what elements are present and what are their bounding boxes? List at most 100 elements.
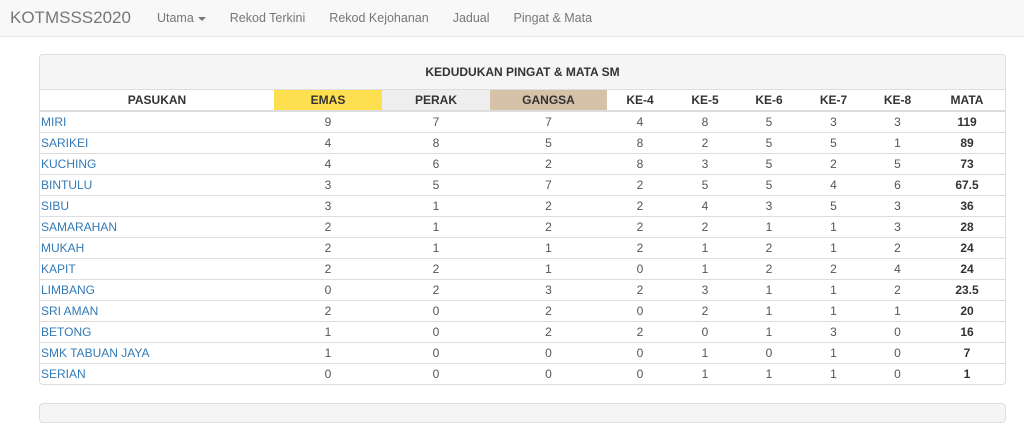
cell-ke-6: 1 (737, 278, 801, 300)
column-header-ke-8: KE-8 (866, 90, 929, 112)
nav-jadual[interactable]: Jadual (452, 11, 490, 25)
cell-gangsa: 2 (490, 152, 607, 174)
cell-ke-7: 1 (801, 299, 866, 321)
table-row: BINTULU 3 5 7 2 5 5 4 6 67.5 (40, 173, 1005, 195)
cell-ke-4: 0 (607, 257, 673, 279)
cell-ke-4: 2 (607, 194, 673, 216)
cell-ke-7: 1 (801, 278, 866, 300)
cell-perak: 0 (382, 320, 490, 342)
team-link[interactable]: SIBU (40, 194, 274, 216)
nav-utama-label: Utama (156, 11, 194, 25)
cell-mata: 119 (929, 110, 1005, 132)
team-link[interactable]: SERIAN (40, 362, 274, 384)
column-header-pasukan: PASUKAN (40, 90, 274, 112)
team-link[interactable]: SMK TABUAN JAYA (40, 341, 274, 363)
cell-perak: 2 (382, 278, 490, 300)
cell-ke-5: 1 (673, 236, 737, 258)
cell-mata: 7 (929, 341, 1005, 363)
team-link[interactable]: MIRI (40, 110, 274, 132)
cell-mata: 28 (929, 215, 1005, 237)
cell-gangsa: 7 (490, 110, 607, 132)
cell-ke-4: 8 (607, 152, 673, 174)
cell-ke-7: 1 (801, 341, 866, 363)
cell-emas: 2 (274, 215, 382, 237)
team-link[interactable]: KUCHING (40, 152, 274, 174)
table-row: SRI AMAN 2 0 2 0 2 1 1 1 20 (40, 299, 1005, 321)
team-link[interactable]: LIMBANG (40, 278, 274, 300)
cell-ke-4: 0 (607, 299, 673, 321)
cell-ke-5: 1 (673, 362, 737, 384)
cell-perak: 8 (382, 131, 490, 153)
table-row: SERIAN 0 0 0 0 1 1 1 0 1 (40, 362, 1005, 384)
header-row: PASUKAN EMAS PERAK GANGSA KE-4 KE-5 KE-6 KE-7 KE… (40, 90, 1005, 112)
team-link[interactable]: BETONG (40, 320, 274, 342)
cell-ke-6: 1 (737, 362, 801, 384)
cell-perak: 1 (382, 236, 490, 258)
team-link[interactable]: KAPIT (40, 257, 274, 279)
cell-mata: 89 (929, 131, 1005, 153)
column-header-mata: MATA (929, 90, 1005, 112)
cell-emas: 0 (274, 278, 382, 300)
column-header-emas: EMAS (274, 90, 382, 112)
cell-ke-4: 4 (607, 110, 673, 132)
cell-perak: 2 (382, 257, 490, 279)
cell-perak: 0 (382, 362, 490, 384)
cell-ke-5: 3 (673, 152, 737, 174)
cell-emas: 3 (274, 194, 382, 216)
cell-ke-5: 2 (673, 131, 737, 153)
cell-ke-6: 3 (737, 194, 801, 216)
cell-ke-8: 1 (866, 131, 929, 153)
cell-ke-8: 3 (866, 194, 929, 216)
cell-ke-6: 2 (737, 236, 801, 258)
cell-ke-6: 5 (737, 131, 801, 153)
cell-mata: 24 (929, 236, 1005, 258)
team-link[interactable]: SRI AMAN (40, 299, 274, 321)
table-row: SAMARAHAN 2 1 2 2 2 1 1 3 28 (40, 215, 1005, 237)
nav-rekod-kejohanan[interactable]: Rekod Kejohanan (329, 11, 429, 25)
team-link[interactable]: SAMARAHAN (40, 215, 274, 237)
cell-ke-4: 2 (607, 320, 673, 342)
cell-mata: 1 (929, 362, 1005, 384)
cell-ke-8: 2 (866, 278, 929, 300)
cell-perak: 0 (382, 299, 490, 321)
cell-ke-8: 0 (866, 320, 929, 342)
cell-mata: 36 (929, 194, 1005, 216)
cell-ke-8: 6 (866, 173, 929, 195)
cell-ke-8: 3 (866, 110, 929, 132)
cell-emas: 1 (274, 320, 382, 342)
medal-table: PASUKAN EMAS PERAK GANGSA KE-4 KE-5 KE-6 KE-7 KE… (40, 90, 1005, 384)
cell-ke-7: 2 (801, 152, 866, 174)
cell-ke-7: 3 (801, 320, 866, 342)
cell-mata: 67.5 (929, 173, 1005, 195)
nav-rekod-terkini[interactable]: Rekod Terkini (229, 11, 306, 25)
cell-mata: 24 (929, 257, 1005, 279)
cell-emas: 3 (274, 173, 382, 195)
team-link[interactable]: SARIKEI (40, 131, 274, 153)
nav-pingat-mata[interactable]: Pingat & Mata (513, 11, 593, 25)
team-link[interactable]: BINTULU (40, 173, 274, 195)
cell-gangsa: 2 (490, 215, 607, 237)
cell-ke-8: 0 (866, 362, 929, 384)
caret-down-icon (197, 16, 206, 21)
cell-ke-8: 2 (866, 236, 929, 258)
cell-ke-4: 2 (607, 236, 673, 258)
cell-gangsa: 2 (490, 299, 607, 321)
cell-gangsa: 1 (490, 257, 607, 279)
cell-ke-4: 0 (607, 341, 673, 363)
cell-ke-6: 2 (737, 257, 801, 279)
cell-ke-5: 5 (673, 173, 737, 195)
brand-link[interactable]: KOTMSSS2020 (10, 8, 131, 27)
nav-utama[interactable]: Utama (145, 11, 218, 25)
column-header-ke-6: KE-6 (737, 90, 801, 112)
cell-ke-6: 5 (737, 110, 801, 132)
cell-mata: 16 (929, 320, 1005, 342)
cell-ke-4: 8 (607, 131, 673, 153)
cell-gangsa: 0 (490, 362, 607, 384)
cell-gangsa: 0 (490, 341, 607, 363)
cell-ke-7: 2 (801, 257, 866, 279)
cell-ke-7: 5 (801, 194, 866, 216)
cell-mata: 20 (929, 299, 1005, 321)
team-link[interactable]: MUKAH (40, 236, 274, 258)
table-row: MIRI 9 7 7 4 8 5 3 3 119 (40, 110, 1005, 132)
cell-ke-6: 1 (737, 299, 801, 321)
